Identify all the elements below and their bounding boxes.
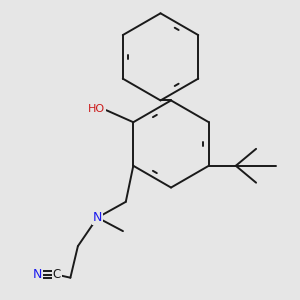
Text: C: C xyxy=(53,268,61,281)
Text: N: N xyxy=(93,211,102,224)
Text: HO: HO xyxy=(88,104,105,114)
Text: N: N xyxy=(33,268,42,281)
